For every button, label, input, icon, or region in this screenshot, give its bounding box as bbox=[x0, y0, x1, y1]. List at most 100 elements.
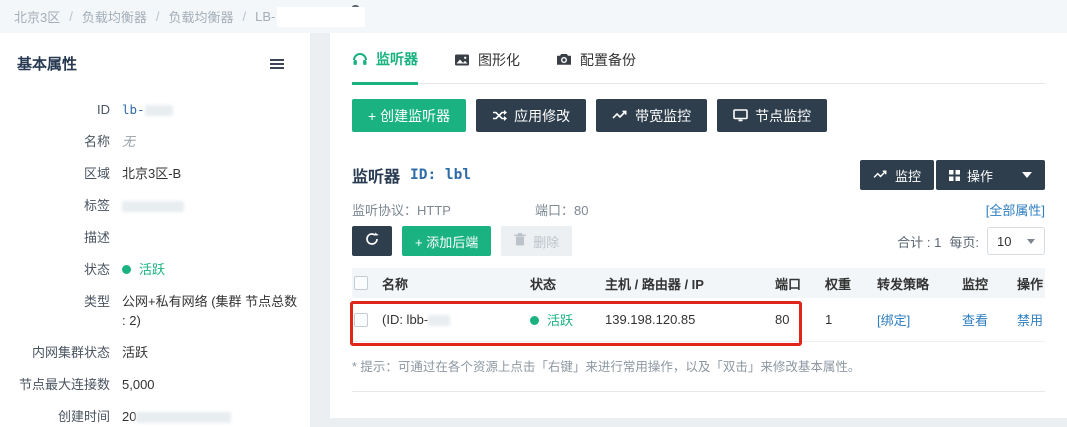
breadcrumb-item-lb-service[interactable]: 负载均衡器 bbox=[81, 10, 147, 25]
lb-description-value bbox=[122, 228, 298, 247]
backend-port: 80 bbox=[775, 312, 790, 327]
create-listener-button[interactable]: + 创建监听器 bbox=[352, 99, 467, 132]
tab-bar: 监听器 图形化 配置备份 bbox=[352, 33, 1045, 85]
lb-name-value: 无 bbox=[122, 134, 136, 149]
hint-text: * 提示：可通过在各个资源上点击「右键」来进行常用操作，以及「双击」来修改基本属… bbox=[352, 360, 861, 374]
listener-monitor-button[interactable]: 监控 bbox=[859, 160, 934, 190]
policy-bind-link[interactable]: [绑定] bbox=[877, 313, 911, 328]
refresh-button[interactable] bbox=[352, 226, 392, 256]
lb-region-value: 北京3区-B bbox=[122, 166, 182, 181]
col-header-port: 端口 bbox=[775, 276, 802, 292]
backend-status: 活跃 bbox=[547, 313, 574, 328]
tab-config-backup[interactable]: 配置备份 bbox=[556, 49, 636, 83]
max-connections-value: 5,000 bbox=[122, 377, 155, 392]
listener-action-dropdown[interactable]: 操作 bbox=[935, 160, 1045, 190]
field-row-status: 状态 活跃 bbox=[0, 260, 310, 279]
button-label: 应用修改 bbox=[514, 107, 571, 124]
redacted-text bbox=[428, 315, 451, 327]
listener-toolbar: + 创建监听器 应用修改 带宽监控 节点监控 bbox=[352, 99, 1045, 132]
delete-button: 删除 bbox=[501, 226, 573, 256]
page-size-select[interactable]: 10 bbox=[987, 227, 1045, 255]
all-properties-link[interactable]: [全部属性] bbox=[985, 202, 1045, 218]
field-label: 内网集群状态 bbox=[31, 345, 110, 360]
hamburger-icon[interactable] bbox=[270, 57, 284, 71]
total-count-label: 合计 : 1 bbox=[897, 234, 942, 250]
breadcrumb-separator: / bbox=[155, 9, 160, 24]
node-monitor-button[interactable]: 节点监控 bbox=[717, 99, 828, 132]
field-label: 类型 bbox=[83, 294, 110, 309]
field-label: 创建时间 bbox=[57, 409, 110, 424]
col-header-weight: 权重 bbox=[825, 276, 852, 292]
field-row-description: 描述 bbox=[0, 228, 310, 247]
grid-icon bbox=[948, 169, 960, 181]
disable-link[interactable]: 禁用 bbox=[1017, 313, 1044, 328]
status-dot bbox=[122, 265, 131, 274]
breadcrumb-item-zone[interactable]: 北京3区 bbox=[14, 10, 61, 25]
field-label: 名称 bbox=[83, 134, 110, 149]
caret-down-icon bbox=[1027, 238, 1035, 244]
listener-id: ID: lbl bbox=[410, 167, 472, 183]
bandwidth-monitor-button[interactable]: 带宽监控 bbox=[596, 99, 708, 132]
field-row-created-time: 创建时间 20 bbox=[0, 407, 310, 426]
listener-heading-row: 监听器 ID: lbl 监控 操作 bbox=[352, 160, 1045, 190]
add-backend-button[interactable]: + 添加后端 bbox=[402, 226, 492, 256]
col-header-host-ip: 主机 / 路由器 / IP bbox=[605, 276, 704, 292]
listener-detail-panel: 监听器 图形化 配置备份 + 创建监听器 应用修改 带宽监控 bbox=[330, 33, 1067, 418]
port-value: 80 bbox=[574, 202, 589, 218]
table-header-row: 名称 状态 主机 / 路由器 / IP 端口 权重 转发策略 监控 操作 bbox=[352, 268, 1045, 298]
per-page-label: 每页: bbox=[949, 234, 979, 250]
tab-label: 图形化 bbox=[478, 51, 520, 68]
button-label: 删除 bbox=[533, 234, 560, 250]
tab-listeners[interactable]: 监听器 bbox=[352, 49, 418, 85]
basic-properties-panel: 基本属性 ID lb- 名称 无 区域 北京3区-B 标签 描述 状态 活跃 类… bbox=[0, 33, 310, 427]
tab-graphical[interactable]: 图形化 bbox=[454, 49, 520, 83]
backend-table: 名称 状态 主机 / 路由器 / IP 端口 权重 转发策略 监控 操作 (ID… bbox=[352, 268, 1045, 342]
listener-title: 监听器 bbox=[352, 169, 401, 186]
port-label: 端口： bbox=[535, 202, 575, 218]
panel-title: 基本属性 bbox=[17, 56, 78, 73]
page-size-value: 10 bbox=[997, 233, 1012, 249]
lb-status-value: 活跃 bbox=[139, 262, 166, 277]
status-dot bbox=[530, 316, 539, 325]
caret-down-icon bbox=[1022, 172, 1032, 178]
divider bbox=[352, 391, 1045, 392]
pulse-chart-icon bbox=[612, 110, 628, 122]
tab-label: 监听器 bbox=[376, 51, 418, 67]
protocol-value: HTTP bbox=[417, 202, 451, 218]
backend-toolbar: + 添加后端 删除 合计 : 1 每页: 10 bbox=[352, 226, 1045, 256]
image-icon bbox=[454, 52, 470, 68]
breadcrumb-item-current-lb: LB- bbox=[255, 9, 276, 24]
created-time-value: 20 bbox=[122, 409, 137, 424]
col-header-status: 状态 bbox=[530, 276, 557, 292]
pulse-chart-icon bbox=[873, 170, 888, 181]
col-header-policy: 转发策略 bbox=[877, 276, 930, 292]
monitor-view-link[interactable]: 查看 bbox=[962, 313, 989, 328]
breadcrumb-item-lb-list[interactable]: 负载均衡器 bbox=[168, 10, 234, 25]
field-row-type: 类型 公网+私有网络 (集群 节点总数 : 2) bbox=[0, 292, 310, 330]
field-row-max-connections: 节点最大连接数 5,000 bbox=[0, 375, 310, 394]
apply-changes-button[interactable]: 应用修改 bbox=[476, 99, 587, 132]
row-checkbox[interactable] bbox=[354, 312, 368, 327]
field-label: 描述 bbox=[83, 230, 110, 245]
button-label: 操作 bbox=[966, 168, 993, 184]
breadcrumb: 北京3区 / 负载均衡器 / 负载均衡器 / LB- bbox=[0, 0, 1067, 33]
field-row-cluster-status: 内网集群状态 活跃 bbox=[0, 343, 310, 362]
redaction-artifact bbox=[352, 4, 360, 9]
field-row-region: 区域 北京3区-B bbox=[0, 164, 310, 183]
field-label: ID bbox=[97, 102, 110, 117]
field-label: 标签 bbox=[83, 198, 110, 213]
redacted-text bbox=[122, 201, 184, 213]
backend-name: (ID: lbb- bbox=[382, 312, 429, 327]
field-row-id: ID lb- bbox=[0, 100, 310, 119]
button-label: 节点监控 bbox=[755, 107, 812, 124]
breadcrumb-separator: / bbox=[69, 9, 73, 24]
backend-table-row[interactable]: (ID: lbb- 活跃 139.198.120.85 80 1 [绑定] 查看… bbox=[352, 298, 1045, 342]
redacted-text bbox=[136, 412, 232, 424]
headphones-icon bbox=[352, 51, 368, 67]
backend-ip: 139.198.120.85 bbox=[605, 312, 696, 327]
select-all-checkbox[interactable] bbox=[354, 276, 368, 290]
trash-icon bbox=[514, 233, 526, 249]
col-header-name: 名称 bbox=[382, 276, 409, 292]
cluster-status-value: 活跃 bbox=[122, 345, 149, 360]
button-label: 带宽监控 bbox=[635, 107, 692, 124]
